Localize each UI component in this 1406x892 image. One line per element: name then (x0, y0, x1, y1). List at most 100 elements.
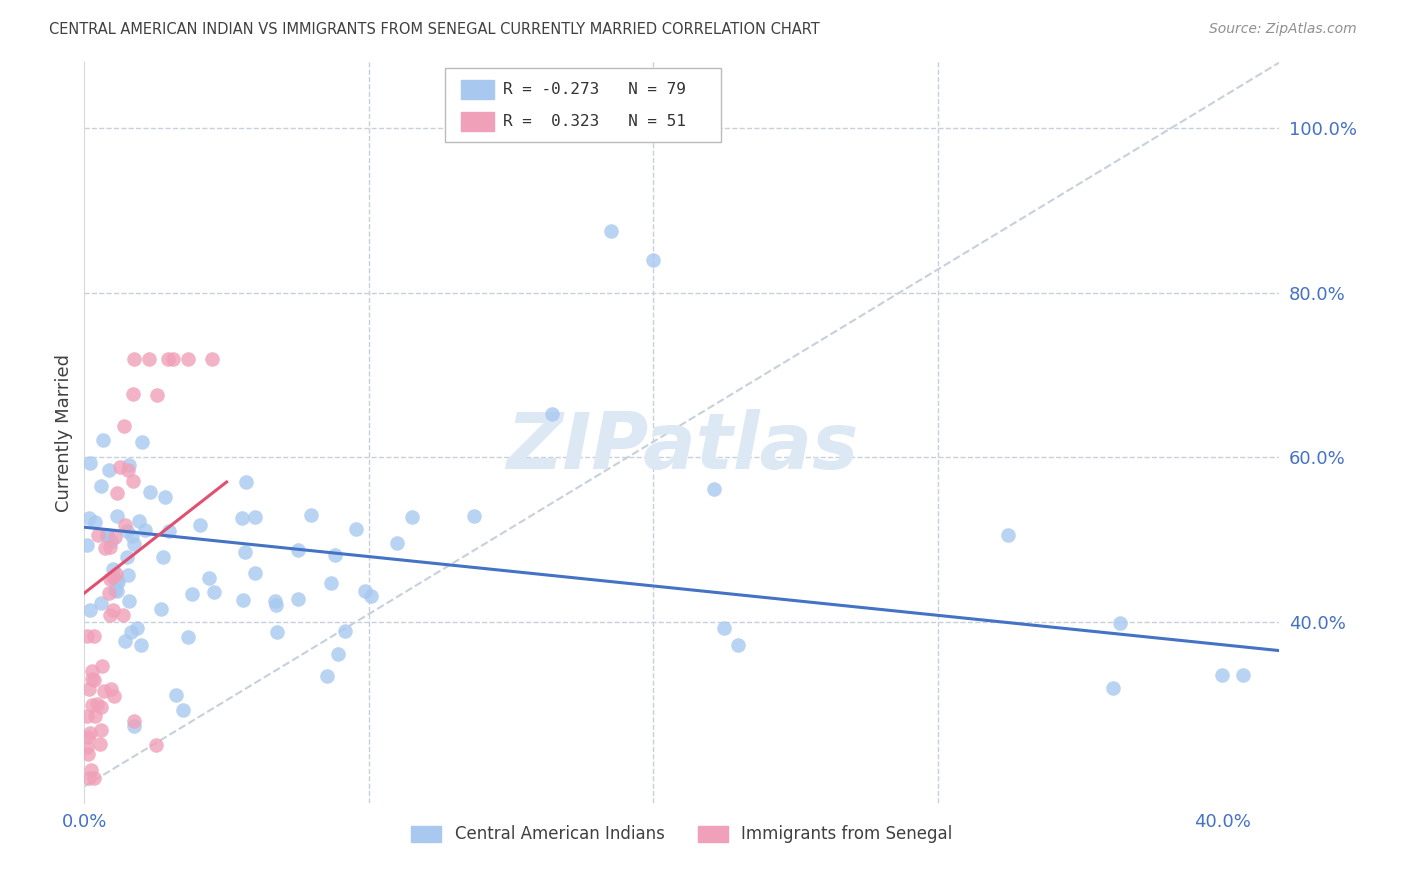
FancyBboxPatch shape (461, 112, 495, 131)
Point (118, 458, 141, 472)
Point (157, 524, 180, 538)
Point (77, 511, 100, 525)
Point (540, 407, 562, 421)
Point (353, 584, 375, 599)
Point (1232, 668, 1254, 682)
Point (83, 709, 105, 723)
Point (101, 570, 124, 584)
Point (86, 697, 108, 711)
Point (1101, 681, 1123, 695)
Point (287, 592, 309, 607)
Point (198, 571, 221, 585)
Point (121, 474, 143, 488)
Point (266, 625, 288, 640)
Point (129, 639, 152, 653)
Point (90, 479, 112, 493)
Point (77, 681, 100, 696)
Point (114, 633, 136, 648)
Point (155, 490, 177, 504)
Point (101, 603, 124, 617)
Point (997, 528, 1019, 542)
Point (94, 541, 117, 556)
Point (287, 542, 309, 557)
Point (117, 463, 139, 477)
Point (138, 351, 160, 366)
Point (245, 566, 267, 580)
Point (90, 723, 112, 737)
Point (91, 659, 114, 673)
Point (76, 730, 98, 744)
FancyBboxPatch shape (461, 80, 495, 99)
Point (319, 575, 342, 590)
Point (121, 529, 143, 543)
Point (727, 638, 749, 652)
Point (79, 456, 101, 470)
Point (231, 511, 253, 525)
Point (1108, 615, 1130, 630)
Point (124, 714, 146, 728)
Point (134, 523, 156, 537)
Point (98, 608, 121, 623)
Point (93, 684, 115, 698)
Point (344, 522, 367, 536)
Point (323, 548, 346, 562)
Point (176, 351, 198, 366)
Point (112, 418, 135, 433)
Point (156, 351, 179, 366)
Point (263, 593, 285, 607)
Point (165, 689, 187, 703)
Point (703, 482, 725, 496)
Point (115, 524, 138, 538)
Point (181, 587, 204, 601)
Point (105, 573, 128, 587)
Point (91, 433, 114, 447)
Legend: Central American Indians, Immigrants from Senegal: Central American Indians, Immigrants fro… (405, 819, 959, 850)
Point (235, 475, 257, 489)
Point (83, 516, 105, 530)
Point (114, 518, 136, 533)
Point (107, 574, 129, 589)
Point (599, 224, 621, 238)
Point (103, 689, 125, 703)
Point (315, 669, 337, 683)
Point (118, 593, 141, 607)
Y-axis label: Currently Married: Currently Married (55, 353, 73, 512)
Point (76, 740, 98, 755)
Point (128, 514, 150, 528)
Point (80, 763, 103, 777)
Point (233, 544, 256, 558)
Point (125, 621, 148, 635)
Point (188, 518, 211, 533)
Point (96, 527, 118, 541)
Point (360, 589, 382, 603)
Text: R = -0.273   N = 79: R = -0.273 N = 79 (503, 82, 686, 97)
Point (107, 508, 129, 523)
Point (108, 459, 131, 474)
Point (82, 664, 104, 678)
Point (401, 509, 423, 524)
Text: R =  0.323   N = 51: R = 0.323 N = 51 (503, 114, 686, 129)
Point (76, 709, 98, 723)
Point (1211, 668, 1233, 682)
Point (122, 386, 145, 401)
Point (104, 530, 127, 544)
Point (100, 681, 122, 696)
Point (326, 648, 349, 662)
Point (117, 568, 139, 582)
Point (122, 537, 145, 551)
Point (177, 630, 200, 644)
Point (112, 607, 135, 622)
Point (87, 527, 110, 541)
Point (83, 673, 105, 687)
Point (98, 541, 121, 555)
Point (299, 508, 322, 523)
Point (97, 462, 120, 476)
Point (76, 537, 98, 551)
Point (131, 435, 153, 450)
Point (201, 351, 224, 366)
Point (82, 672, 104, 686)
Point (90, 596, 112, 610)
Point (105, 486, 128, 500)
Point (122, 718, 145, 732)
Point (83, 771, 105, 785)
